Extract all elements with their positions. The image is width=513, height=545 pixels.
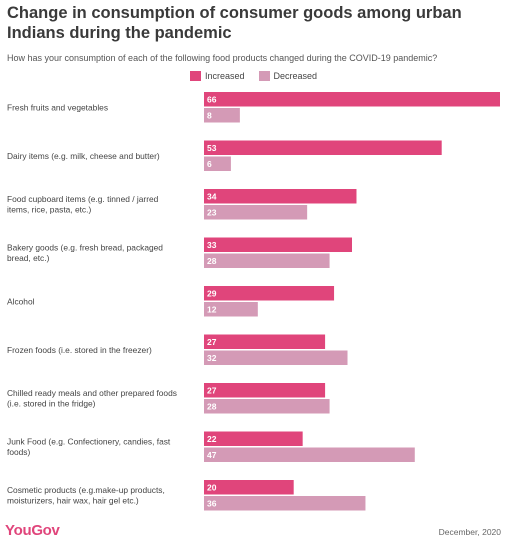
bar-increased xyxy=(204,286,335,301)
data-label-decreased: 28 xyxy=(207,256,217,266)
bar-decreased xyxy=(204,253,330,268)
chart-legend: Increased Decreased xyxy=(190,71,331,81)
yougov-logo: YouGov xyxy=(5,522,60,539)
data-label-decreased: 32 xyxy=(207,353,217,363)
footer-date: December, 2020 xyxy=(438,527,501,537)
legend-item-increased: Increased xyxy=(190,71,245,81)
legend-swatch-decreased xyxy=(258,71,270,81)
bar-decreased xyxy=(204,350,348,365)
category-label: Frozen foods (i.e. stored in the freezer… xyxy=(7,345,152,355)
category-label: Bakery goods (e.g. fresh bread, packaged xyxy=(7,243,163,253)
data-label-increased: 29 xyxy=(207,288,217,298)
legend-swatch-increased xyxy=(190,71,201,81)
data-label-increased: 33 xyxy=(207,240,217,250)
bar-decreased xyxy=(204,399,330,414)
data-label-decreased: 8 xyxy=(207,110,212,120)
bar-chart: Fresh fruits and vegetables 66 8 Dairy item… xyxy=(7,92,500,511)
data-label-increased: 34 xyxy=(207,191,217,201)
data-label-decreased: 47 xyxy=(207,450,217,460)
category-label: Alcohol xyxy=(7,296,35,306)
data-label-increased: 53 xyxy=(207,143,217,153)
category-label: Junk Food (e.g. Confectionery, candies, … xyxy=(7,437,171,447)
category-label: Dairy items (e.g. milk, cheese and butte… xyxy=(7,151,160,161)
bar-increased xyxy=(204,92,500,107)
data-label-increased: 27 xyxy=(207,385,217,395)
category-label: (i.e. stored in the fridge) xyxy=(7,399,96,409)
bar-decreased xyxy=(204,156,231,171)
data-label-decreased: 28 xyxy=(207,401,217,411)
bar-increased xyxy=(204,237,352,252)
data-label-increased: 20 xyxy=(207,482,217,492)
data-label-decreased: 12 xyxy=(207,304,217,314)
bar-decreased xyxy=(204,496,366,511)
category-label: items, rice, pasta, etc.) xyxy=(7,205,91,215)
bar-increased xyxy=(204,189,357,204)
data-label-decreased: 36 xyxy=(207,498,217,508)
bar-increased xyxy=(204,480,294,495)
bar-decreased xyxy=(204,108,240,123)
legend-label-increased: Increased xyxy=(205,71,245,81)
data-label-decreased: 6 xyxy=(207,159,212,169)
chart-subtitle: How has your consumption of each of the … xyxy=(7,53,438,63)
data-label-increased: 22 xyxy=(207,434,217,444)
data-label-increased: 66 xyxy=(207,94,217,104)
bar-decreased xyxy=(204,302,258,317)
category-label: moisturizers, hair wax, hair gel etc.) xyxy=(7,496,139,506)
bar-increased xyxy=(204,431,303,446)
data-label-decreased: 23 xyxy=(207,207,217,217)
category-label: Cosmetic products (e.g.make-up products, xyxy=(7,485,165,495)
category-label: Chilled ready meals and other prepared f… xyxy=(7,388,177,398)
legend-label-decreased: Decreased xyxy=(273,71,318,81)
category-label: Fresh fruits and vegetables xyxy=(7,102,108,112)
bar-decreased xyxy=(204,447,415,462)
legend-item-decreased: Decreased xyxy=(258,71,318,81)
bar-increased xyxy=(204,334,326,349)
bar-increased xyxy=(204,140,442,155)
bar-increased xyxy=(204,383,326,398)
data-label-increased: 27 xyxy=(207,337,217,347)
category-label: Food cupboard items (e.g. tinned / jarre… xyxy=(7,194,159,204)
category-label: foods) xyxy=(7,447,30,457)
bar-decreased xyxy=(204,205,308,220)
category-label: bread, etc.) xyxy=(7,253,50,263)
chart-title: Change in consumption of consumer goods … xyxy=(7,4,462,42)
